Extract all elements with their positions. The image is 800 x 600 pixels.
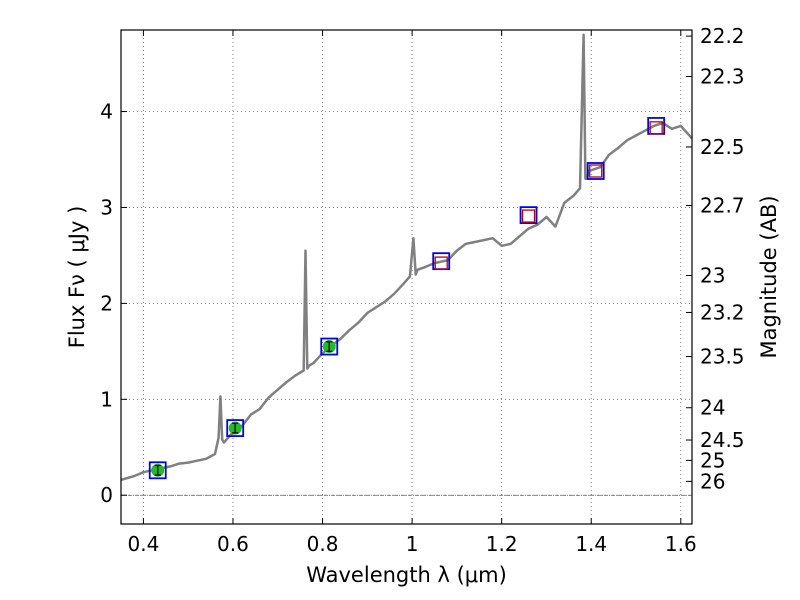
mag-tick-label: 24	[700, 396, 725, 420]
model-photometry-square	[320, 337, 339, 356]
y-tick-label: 4	[100, 100, 113, 124]
x-tick-label: 1.4	[575, 532, 607, 556]
model-photometry-square	[586, 162, 605, 180]
magnitude-axis-label: Magnitude (AB)	[757, 195, 781, 358]
spectrum-line	[120, 33, 693, 482]
y-tick-label: 2	[100, 291, 113, 315]
photometry-markers	[148, 117, 666, 480]
mag-tick-label: 22.7	[700, 194, 745, 218]
upper-limit-square	[649, 121, 663, 135]
y-tick-label: 1	[100, 387, 113, 411]
x-tick-label: 1.6	[665, 532, 697, 556]
y-tick-label: 3	[100, 195, 113, 219]
model-photometry-square	[226, 419, 245, 437]
x-axis-label: Wavelength λ (μm)	[306, 563, 507, 587]
mag-tick-label: 22.3	[700, 65, 745, 89]
plot-frame	[120, 29, 693, 525]
mag-tick-label: 24.5	[700, 428, 745, 452]
axis-ticks: 0.4 0.6 0.8 1 1.2 1.4 1.60123422.222.322.522.7…	[100, 24, 744, 556]
mag-tick-label: 22.2	[700, 24, 745, 48]
grid-lines	[121, 30, 692, 524]
model-photometry-square	[148, 461, 167, 480]
upper-limit-square	[589, 164, 603, 178]
upper-limit-square	[434, 256, 448, 270]
x-tick-label: 0.4	[127, 532, 159, 556]
model-photometry-square	[519, 206, 538, 225]
mag-tick-label: 25	[700, 448, 725, 472]
y-axis-label: Flux Fν ( μJy )	[65, 206, 89, 349]
x-tick-label: 0.6	[217, 532, 249, 556]
x-tick-label: 1.2	[486, 532, 518, 556]
y-tick-label: 0	[100, 483, 113, 507]
x-tick-label: 1	[406, 532, 419, 556]
spectrum-layer	[120, 33, 693, 482]
x-tick-label: 0.8	[307, 532, 339, 556]
mag-tick-label: 23	[700, 263, 725, 287]
mag-tick-label: 22.5	[700, 135, 745, 159]
upper-limit-square	[521, 209, 536, 223]
mag-tick-label: 23.2	[700, 300, 745, 324]
mag-tick-label: 26	[700, 469, 725, 493]
mag-tick-label: 23.5	[700, 345, 745, 369]
